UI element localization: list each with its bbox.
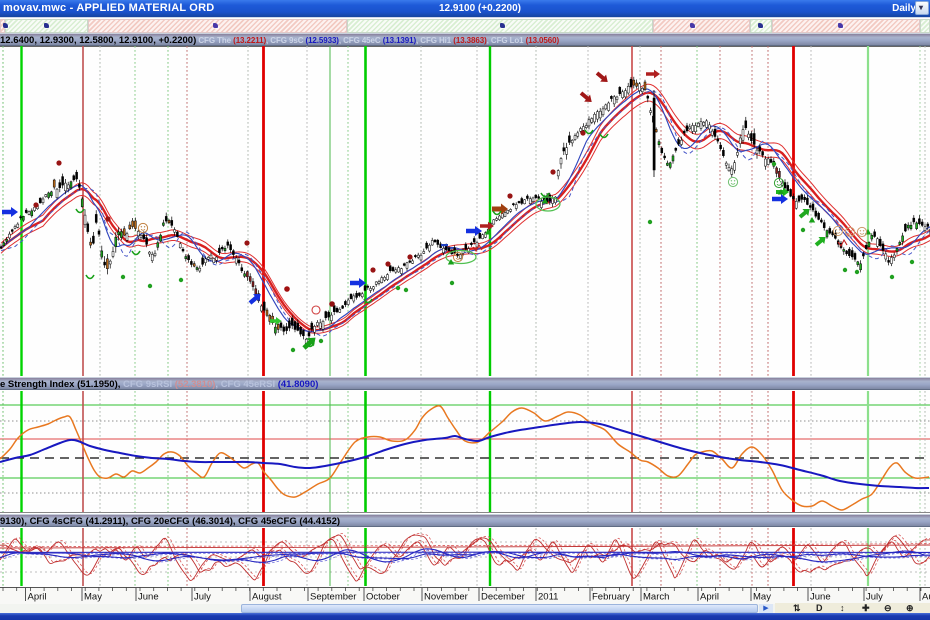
svg-text:June: June: [810, 592, 831, 603]
svg-text:July: July: [866, 592, 883, 603]
svg-text:April: April: [700, 592, 719, 603]
svg-text:April: April: [28, 592, 47, 603]
svg-text:2011: 2011: [538, 592, 558, 603]
svg-text:July: July: [194, 592, 211, 603]
svg-text:May: May: [753, 592, 771, 603]
svg-text:November: November: [424, 592, 468, 603]
svg-text:February: February: [592, 592, 630, 603]
svg-text:August: August: [922, 592, 930, 603]
svg-text:December: December: [481, 592, 525, 603]
svg-text:June: June: [138, 592, 159, 603]
svg-text:October: October: [366, 592, 400, 603]
svg-text:March: March: [643, 592, 669, 603]
svg-text:May: May: [84, 592, 102, 603]
svg-text:September: September: [310, 592, 356, 603]
svg-text:August: August: [252, 592, 282, 603]
